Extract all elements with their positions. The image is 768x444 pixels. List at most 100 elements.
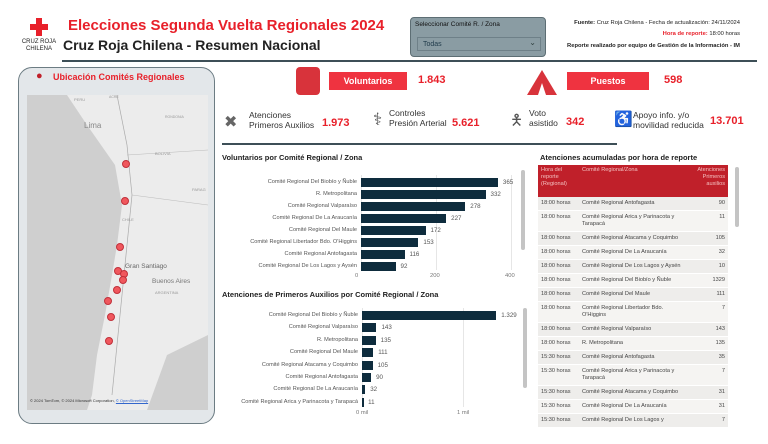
bar[interactable] <box>362 385 366 395</box>
apoyo-value: 13.701 <box>710 115 744 127</box>
comite-slicer: Seleccionar Comité R. / Zona Todas ⌄ <box>410 17 546 57</box>
axis-tick-label: 1 mil <box>457 410 470 416</box>
apoyo-label: Apoyo info. y/o movilidad reducida <box>633 110 704 130</box>
cell-comite: Comité Regional Valparaíso <box>582 326 652 332</box>
hora-label: Hora de reporte: <box>662 31 708 37</box>
cell-atenciones: 35 <box>718 354 725 360</box>
bar-value-label: 116 <box>409 251 420 258</box>
table-row[interactable]: 15:30 horas Comité Regional De Los Lagos … <box>538 414 728 428</box>
bar[interactable] <box>361 202 466 211</box>
cell-atenciones: 31 <box>718 403 725 409</box>
tent-icon <box>527 70 557 95</box>
osm-link[interactable]: © OpenStreetMap <box>115 398 149 403</box>
cell-comite: Comité Regional Arica y Parinacota y Tar… <box>582 214 675 227</box>
map-marker[interactable] <box>113 286 121 294</box>
bar-value-label: 105 <box>377 361 388 369</box>
bar[interactable] <box>362 348 374 358</box>
controles-label-1: Controles <box>389 108 426 118</box>
bar-value-label: 92 <box>400 263 408 270</box>
map-label-buenos-aires: Buenos Aires <box>152 278 191 285</box>
column-header-hora[interactable]: Hora del reporte (Regional) <box>541 167 567 187</box>
controles-label-2: Presión Arterial <box>389 118 447 128</box>
table-row[interactable]: 15:30 horas Comité Regional De La Araucan… <box>538 400 728 414</box>
bar[interactable] <box>361 238 419 247</box>
bar[interactable] <box>361 226 426 235</box>
map-marker[interactable] <box>105 337 113 345</box>
map-marker[interactable] <box>116 243 124 251</box>
map-marker[interactable] <box>121 197 129 205</box>
bar[interactable] <box>361 250 405 259</box>
attribution-text: © 2024 TomTom, © 2024 Microsoft Corporat… <box>30 398 115 403</box>
bar[interactable] <box>361 262 396 271</box>
vest-icon <box>296 67 320 95</box>
bar[interactable] <box>361 214 447 223</box>
cell-comite: Comité Regional Arica y Parinacota y Tar… <box>582 368 675 381</box>
table-scrollbar[interactable] <box>735 167 739 227</box>
bar[interactable] <box>361 190 486 199</box>
slicer-label: Seleccionar Comité R. / Zona <box>415 21 500 28</box>
bar-value-label: 90 <box>376 374 383 381</box>
map-marker[interactable] <box>119 276 127 284</box>
table-row[interactable]: 18:00 horas Comité Regional Valparaíso 143 <box>538 323 728 337</box>
voluntarios-label: Voluntarios <box>329 72 407 90</box>
cell-atenciones: 105 <box>715 235 725 241</box>
table-row[interactable]: 18:00 horas Comité Regional Libertador Bd… <box>538 302 728 323</box>
bar-label: Comité Regional De La Araucanía <box>273 386 358 393</box>
table-row[interactable]: 18:00 horas Comité Regional Arica y Parin… <box>538 211 728 232</box>
map-marker[interactable] <box>104 297 112 305</box>
map-marker[interactable] <box>122 160 130 168</box>
table-row[interactable]: 18:00 horas Comité Regional Antofagasta 90 <box>538 197 728 211</box>
bar-label: R. Metropolitana <box>316 336 358 343</box>
table-row[interactable]: 15:30 horas Comité Regional Arica y Parin… <box>538 365 728 386</box>
bar-value-label: 153 <box>423 239 434 246</box>
cell-hora: 18:00 horas <box>541 249 571 255</box>
axis-tick-label: 400 <box>505 273 515 279</box>
comite-dropdown[interactable]: Todas ⌄ <box>417 37 541 51</box>
table-row[interactable]: 18:00 horas Comité Regional Del Maule 111 <box>538 288 728 302</box>
table-row[interactable]: 18:00 horas Comité Regional De Los Lagos … <box>538 260 728 274</box>
table-row[interactable]: 18:00 horas Comité Regional Atacama y Coq… <box>538 232 728 246</box>
page-title: Elecciones Segunda Vuelta Regionales 202… <box>68 17 385 34</box>
kpi-divider <box>222 143 617 145</box>
apoyo-label-2: movilidad reducida <box>633 120 704 130</box>
table-row[interactable]: 15:30 horas Comité Regional Atacama y Coq… <box>538 386 728 400</box>
cell-comite: Comité Regional Antofagasta <box>582 200 655 206</box>
bar[interactable] <box>362 373 372 382</box>
bar-value-label: 172 <box>430 227 441 234</box>
map-attribution: © 2024 TomTom, © 2024 Microsoft Corporat… <box>30 398 148 403</box>
map-marker[interactable] <box>107 313 115 321</box>
column-header-atenciones[interactable]: Atenciones Primeros auxilios <box>697 167 725 187</box>
gridline <box>463 308 464 407</box>
bar-value-label: 227 <box>451 215 462 222</box>
table-row[interactable]: 15:30 horas Comité Regional Antofagasta 35 <box>538 351 728 365</box>
hora-info: Hora de reporte: 18:00 horas <box>663 31 740 37</box>
cell-atenciones: 111 <box>716 291 725 297</box>
bar[interactable] <box>362 335 376 345</box>
column-header-comite[interactable]: Comité Regional/Zona <box>582 167 638 173</box>
cell-comite: Comité Regional Atacama y Coquimbo <box>582 389 679 395</box>
dropdown-value: Todas <box>423 41 442 48</box>
chart-atenciones-scrollbar[interactable] <box>523 308 527 388</box>
cell-hora: 18:00 horas <box>541 263 571 269</box>
table-row[interactable]: 18:00 horas Comité Regional Del Biobío y … <box>538 274 728 288</box>
bar-label: R. Metropolitana <box>315 191 357 197</box>
puestos-value: 598 <box>664 74 683 86</box>
bar-label: Comité Regional Del Biobío y Ñuble <box>267 179 357 185</box>
bar[interactable] <box>361 178 498 187</box>
voto-label-1: Voto <box>529 108 547 118</box>
bar-label: Comité Regional Del Maule <box>289 349 358 356</box>
bar[interactable] <box>362 323 377 333</box>
table-row[interactable]: 18:00 horas R. Metropolitana 135 <box>538 337 728 351</box>
bar-value-label: 143 <box>381 324 392 332</box>
chart-voluntarios-scrollbar[interactable] <box>521 170 525 250</box>
table-row[interactable]: 18:00 horas Comité Regional De La Araucan… <box>538 246 728 260</box>
bar-label: Comité Regional Arica y Parinacota y Tar… <box>241 398 358 405</box>
fuente-text: Cruz Roja Chilena - Fecha de actualizaci… <box>596 20 740 26</box>
bar[interactable] <box>362 397 364 407</box>
cell-hora: 18:00 horas <box>541 235 571 241</box>
bar[interactable] <box>362 311 497 320</box>
map[interactable]: PERU ACRE Lima RONDONIA BOLIVIA PARAG CH… <box>27 95 208 410</box>
cell-atenciones: 7 <box>721 305 725 311</box>
bar[interactable] <box>362 360 373 370</box>
cell-atenciones: 7 <box>721 417 725 423</box>
